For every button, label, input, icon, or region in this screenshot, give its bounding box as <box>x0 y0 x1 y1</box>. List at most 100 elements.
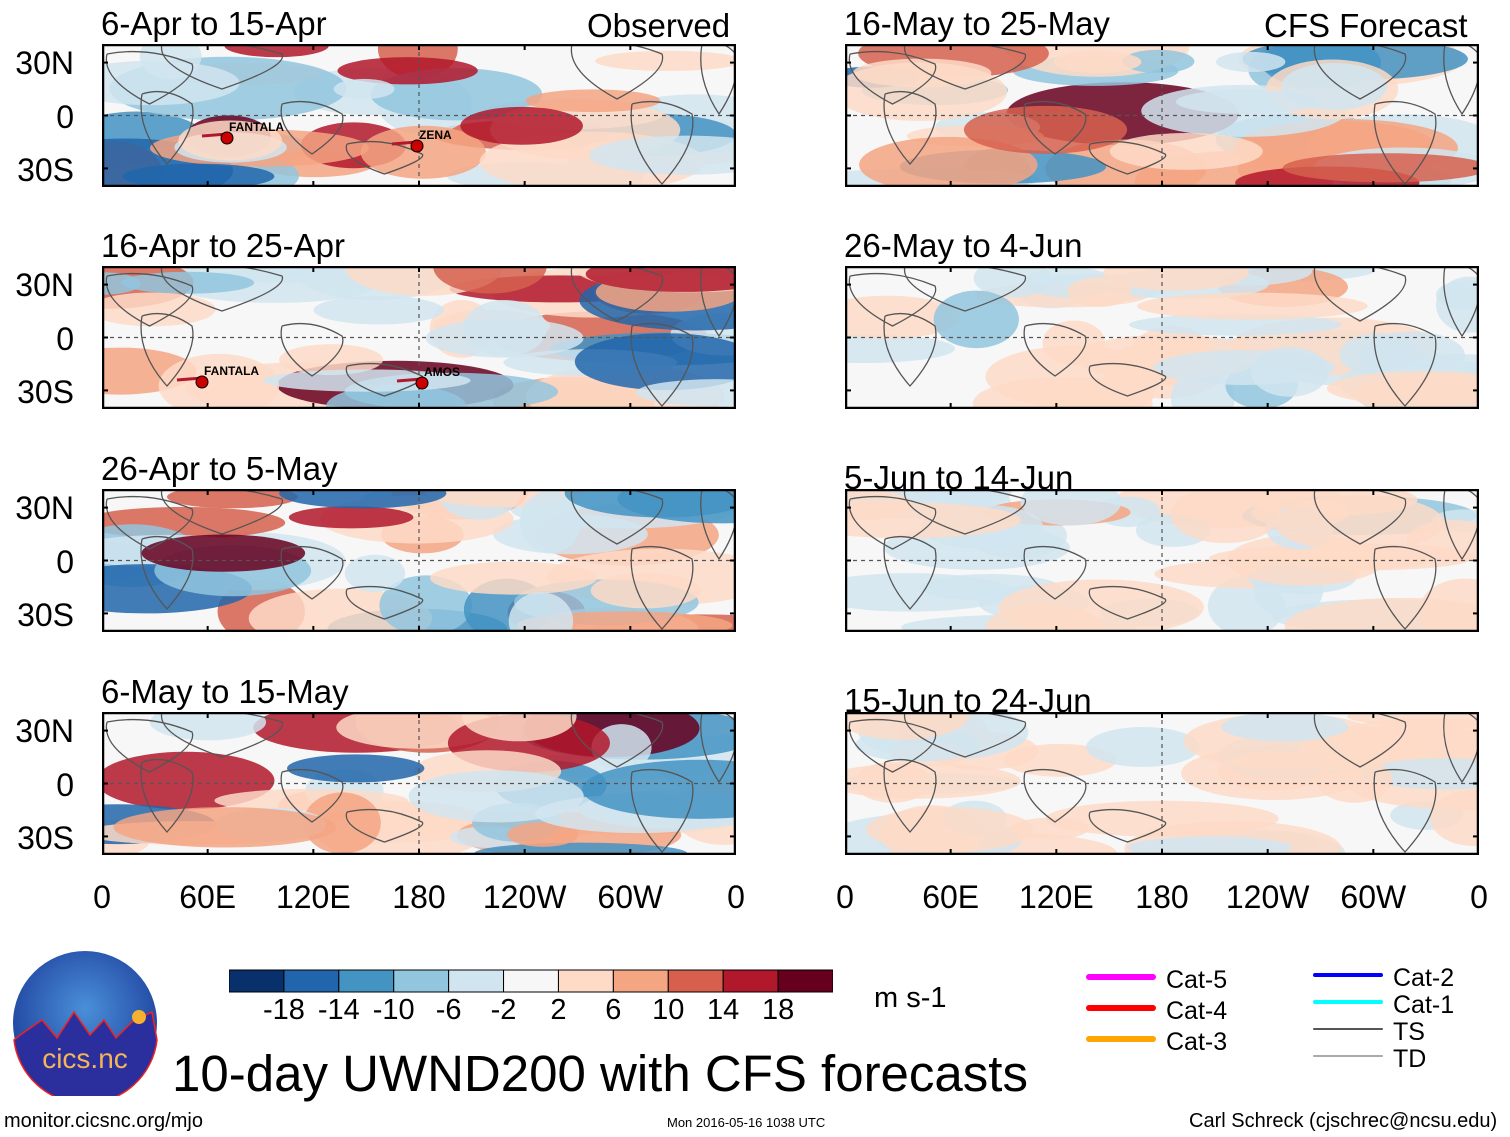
cyclone-icon <box>195 375 209 389</box>
colorbar-swatch <box>557 969 614 993</box>
wind-anomaly-blob <box>582 759 736 819</box>
wind-anomaly-blob <box>1347 712 1479 729</box>
wind-anomaly-blob <box>279 344 384 375</box>
map-panel <box>845 489 1479 632</box>
wind-anomaly-blob <box>288 506 414 529</box>
cyclone-icon <box>415 376 429 390</box>
colorbar-label: -2 <box>490 994 517 1026</box>
wind-anomaly-blob <box>313 295 444 325</box>
wind-anomaly-blob <box>564 489 736 518</box>
lat-label: 30N <box>15 713 74 749</box>
colorbar-label: 6 <box>605 994 622 1026</box>
footer-url[interactable]: monitor.cicsnc.org/mjo <box>4 1110 203 1132</box>
lon-label: 60E <box>922 879 980 915</box>
wind-anomaly-blob <box>508 592 574 632</box>
wind-anomaly-blob <box>1109 132 1263 170</box>
lat-label: 30S <box>17 597 74 633</box>
lat-label: 0 <box>56 321 74 357</box>
footer-timestamp: Mon 2016-05-16 1038 UTC <box>667 1115 826 1130</box>
legend-label: Cat-1 <box>1393 991 1455 1019</box>
wind-anomaly-blob <box>1102 266 1249 291</box>
wind-anomaly-blob <box>1122 49 1195 74</box>
wind-anomaly-blob <box>1217 751 1330 791</box>
wind-anomaly-blob <box>1170 489 1281 544</box>
colorbar-units: m s-1 <box>874 982 947 1014</box>
lon-label: 120E <box>275 879 351 915</box>
storm-label: AMOS <box>424 365 460 379</box>
wind-anomaly-blob <box>1339 333 1420 376</box>
map-panel <box>102 712 736 855</box>
map-panel <box>845 712 1479 855</box>
colorbar <box>229 969 833 993</box>
wind-anomaly-blob <box>973 266 1052 298</box>
lat-label: 30S <box>17 374 74 410</box>
colorbar-swatch <box>393 969 450 993</box>
wind-anomaly-blob <box>474 842 688 855</box>
colorbar-swatch <box>777 969 833 993</box>
wind-anomaly-blob <box>279 489 447 509</box>
wind-anomaly-blob <box>360 125 486 179</box>
wind-anomaly-blob <box>1128 313 1342 336</box>
panel-title: 26-Apr to 5-May <box>101 450 338 487</box>
coastlines <box>848 44 1479 185</box>
wind-anomaly-blob <box>845 762 1021 799</box>
coastlines <box>105 44 736 185</box>
wind-anomaly-blob <box>1419 578 1479 632</box>
colorbar-swatch <box>338 969 395 993</box>
colorbar-swatch <box>448 969 505 993</box>
storm-label: FANTALA <box>229 120 284 134</box>
lon-label: 60E <box>179 879 237 915</box>
wind-anomaly-blob <box>1053 50 1142 74</box>
wind-anomaly-blob <box>433 266 547 294</box>
legend-label: Cat-2 <box>1393 964 1455 992</box>
colorbar-label: -6 <box>435 994 462 1026</box>
wind-anomaly-blob <box>158 353 280 409</box>
legend-label: Cat-4 <box>1166 997 1228 1025</box>
coastlines <box>848 266 1479 407</box>
legend-line-cat-2 <box>1313 973 1383 977</box>
panel-title: 16-Apr to 25-Apr <box>101 227 345 264</box>
wind-anomaly-blob <box>525 89 661 113</box>
main-title: 10-day UWND200 with CFS forecasts <box>172 1045 1028 1102</box>
wind-anomaly-blob <box>852 58 992 88</box>
wind-anomaly-blob <box>1153 350 1335 385</box>
wind-anomaly-blob <box>113 807 337 848</box>
coastlines <box>848 489 1479 630</box>
panel-title: 6-May to 15-May <box>101 673 349 710</box>
map-panel: FANTALA ZENA <box>102 44 736 187</box>
colorbar-swatch <box>503 969 559 993</box>
panel-title: 26-May to 4-Jun <box>844 227 1083 264</box>
wind-anomaly-blob <box>344 554 406 593</box>
colorbar-swatch <box>283 969 340 993</box>
lat-label: 0 <box>56 99 74 135</box>
wind-anomaly-blob <box>141 534 306 572</box>
colorbar-label: -14 <box>317 994 360 1026</box>
wind-anomaly-blob <box>379 575 473 632</box>
lon-label: 120E <box>1018 879 1094 915</box>
wind-anomaly-blob <box>1137 292 1368 320</box>
wind-anomaly-blob <box>102 60 240 106</box>
lon-label: 0 <box>727 879 745 915</box>
wind-anomaly-blob <box>1020 489 1122 526</box>
wind-anomaly-blob <box>149 712 267 741</box>
legend-line-cat-4 <box>1086 1005 1156 1011</box>
wind-anomaly-blob <box>461 712 577 742</box>
wind-anomaly-blob <box>585 266 736 292</box>
lat-label: 30N <box>15 490 74 526</box>
wind-anomaly-blob <box>1430 789 1479 847</box>
lat-label: 30N <box>15 45 74 81</box>
lon-label: 120W <box>1225 879 1310 915</box>
legend-line-td <box>1313 1055 1383 1057</box>
wind-anomaly-blob <box>845 334 955 363</box>
wind-anomaly-blob <box>224 44 329 58</box>
wind-anomaly-blob <box>333 78 395 100</box>
wind-anomaly-blob <box>1282 153 1479 183</box>
observed-header: Observed <box>587 7 731 44</box>
lat-label: 30N <box>15 267 74 303</box>
map-panel <box>102 489 736 632</box>
wind-anomaly-blob <box>303 792 381 854</box>
wind-anomaly-blob <box>1216 51 1286 72</box>
cyclone-icon <box>410 139 424 153</box>
wind-anomaly-blob <box>430 561 598 595</box>
